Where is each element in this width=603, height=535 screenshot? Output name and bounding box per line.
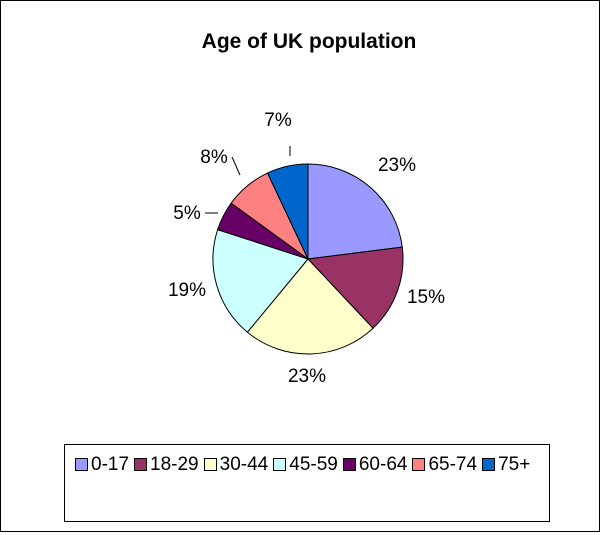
legend-label: 75+ bbox=[498, 454, 531, 475]
legend-swatch bbox=[342, 458, 356, 471]
data-label-30-44: 23% bbox=[288, 366, 326, 387]
pie-slice-30-44 bbox=[246, 258, 374, 355]
data-label-0-17: 23% bbox=[378, 155, 416, 176]
data-label-60-64: 5% bbox=[173, 203, 201, 224]
legend-swatch bbox=[482, 458, 496, 471]
data-label-75plus: 7% bbox=[264, 110, 292, 131]
legend-item-0-17: 0-17 bbox=[75, 453, 129, 477]
legend-swatch bbox=[273, 458, 287, 471]
pie-slices bbox=[212, 163, 404, 355]
legend-swatch bbox=[203, 458, 217, 471]
legend-label: 30-44 bbox=[219, 454, 269, 475]
legend-label: 18-29 bbox=[150, 454, 199, 475]
data-labels: 23% 15% 23% 19% 5% 8% 7% bbox=[168, 110, 445, 387]
legend-item-75plus: 75+ bbox=[482, 453, 530, 477]
data-label-65-74: 8% bbox=[200, 147, 228, 168]
legend-item-60-64: 60-64 bbox=[342, 453, 408, 477]
pie-slice-45-59 bbox=[212, 229, 309, 333]
legend-item-30-44: 30-44 bbox=[203, 453, 269, 477]
data-label-45-59: 19% bbox=[168, 280, 206, 301]
legend-item-45-59: 45-59 bbox=[273, 453, 338, 477]
label-leader-lines bbox=[205, 146, 291, 214]
data-label-18-29: 15% bbox=[407, 287, 445, 308]
legend-label: 45-59 bbox=[289, 454, 338, 475]
pie-slice-75plus bbox=[266, 163, 309, 260]
legend-label: 0-17 bbox=[91, 454, 130, 475]
legend-swatch bbox=[75, 458, 88, 471]
pie-slice-0-17 bbox=[307, 163, 403, 260]
legend: 0-17 18-29 30-44 45-59 60-64 65-74 75+ bbox=[64, 444, 550, 522]
legend-swatch bbox=[412, 458, 426, 471]
leader-line-65-74 bbox=[231, 156, 241, 176]
legend-label: 60-64 bbox=[358, 454, 408, 475]
chart-title: Age of UK population bbox=[202, 30, 417, 53]
legend-label: 65-74 bbox=[428, 454, 478, 475]
legend-item-65-74: 65-74 bbox=[412, 453, 477, 477]
legend-item-18-29: 18-29 bbox=[134, 453, 199, 477]
pie-slice-18-29 bbox=[306, 246, 404, 329]
legend-swatch bbox=[134, 458, 148, 471]
